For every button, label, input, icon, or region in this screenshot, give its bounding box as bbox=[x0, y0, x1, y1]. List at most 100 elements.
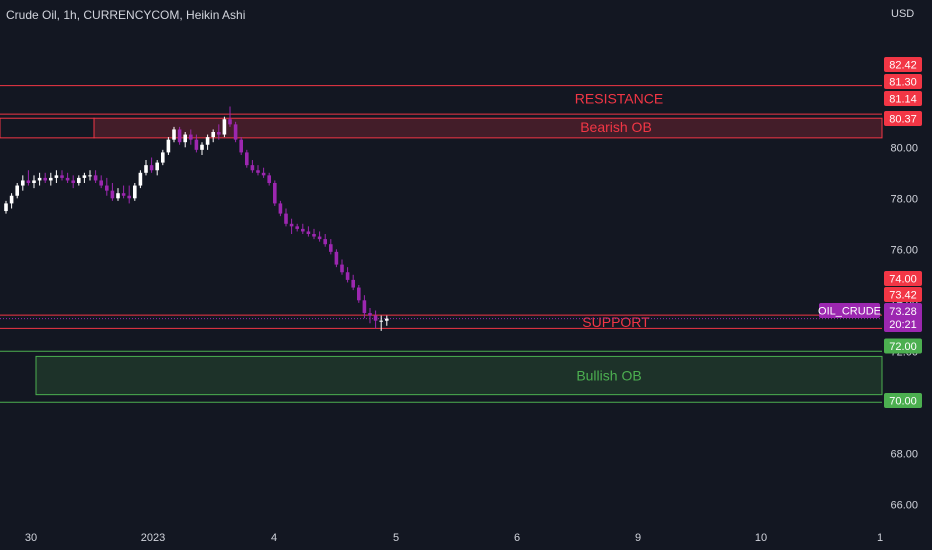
candle-body bbox=[385, 318, 389, 321]
candle-body bbox=[245, 152, 249, 166]
resistance-label: RESISTANCE bbox=[575, 91, 663, 107]
x-tick-label: 2023 bbox=[141, 532, 165, 544]
level-tag-bg bbox=[884, 287, 922, 302]
candle-body bbox=[110, 190, 115, 199]
candle-body bbox=[177, 129, 182, 143]
candle-body bbox=[312, 234, 316, 237]
currency-label: USD bbox=[891, 8, 915, 20]
level-tag-bg bbox=[884, 111, 922, 126]
candle-body bbox=[4, 203, 8, 212]
bullish-ob-label: Bullish OB bbox=[576, 368, 641, 384]
candle-body bbox=[357, 287, 361, 301]
candle-body bbox=[267, 175, 271, 183]
candle-body bbox=[379, 320, 383, 322]
x-tick-label: 4 bbox=[271, 532, 277, 544]
x-tick-label: 10 bbox=[755, 532, 767, 544]
candle-body bbox=[93, 175, 98, 181]
candle-body bbox=[166, 139, 171, 153]
candle-body bbox=[71, 180, 75, 183]
candle-body bbox=[144, 165, 148, 173]
candle-body bbox=[133, 185, 137, 199]
last-price-value: 73.28 bbox=[889, 306, 917, 318]
symbol-badge: OIL_CRUDE bbox=[818, 306, 881, 318]
level-tag: 81.14 bbox=[889, 94, 917, 106]
y-tick-label: 80.00 bbox=[890, 142, 918, 154]
candle-body bbox=[222, 119, 227, 135]
candle-body bbox=[32, 180, 36, 183]
chart-title: Crude Oil, 1h, CURRENCYCOM, Heikin Ashi bbox=[6, 8, 246, 22]
bearish-ob-box bbox=[93, 117, 883, 139]
level-tag-bg bbox=[884, 393, 922, 408]
bullish-ob-box bbox=[35, 355, 883, 396]
candle-body bbox=[121, 193, 126, 196]
level-tag: 82.42 bbox=[889, 60, 917, 72]
level-tag: 72.00 bbox=[889, 341, 917, 353]
candle-body bbox=[323, 239, 327, 245]
y-tick-label: 66.00 bbox=[890, 499, 918, 511]
candle-body bbox=[351, 279, 355, 288]
x-tick-label: 30 bbox=[25, 532, 37, 544]
candle-body bbox=[172, 129, 176, 140]
candle-body bbox=[200, 144, 204, 150]
x-tick-label: 5 bbox=[393, 532, 399, 544]
level-tag-bg bbox=[884, 271, 922, 286]
candle-body bbox=[284, 213, 288, 224]
candle-body bbox=[77, 177, 81, 183]
candle-body bbox=[250, 165, 255, 171]
candle-body bbox=[345, 272, 350, 280]
candle-body bbox=[289, 223, 294, 227]
candle-body bbox=[155, 162, 159, 171]
symbol-badge-bg bbox=[819, 303, 880, 318]
bearish-ob-left-box bbox=[0, 117, 95, 139]
candle-body bbox=[116, 193, 120, 199]
candle-body bbox=[340, 264, 344, 273]
x-tick-label: 9 bbox=[635, 532, 641, 544]
candle-body bbox=[295, 226, 299, 229]
level-tag-bg bbox=[884, 91, 922, 106]
candle-body bbox=[317, 236, 322, 240]
y-tick-label: 78.00 bbox=[890, 193, 918, 205]
candle-body bbox=[15, 185, 19, 196]
last-price-bg bbox=[884, 303, 922, 332]
candle-body bbox=[82, 175, 87, 178]
candle-body bbox=[99, 180, 103, 186]
y-tick-label: 76.00 bbox=[890, 244, 918, 256]
candle-body bbox=[256, 170, 260, 173]
level-tag-bg bbox=[884, 57, 922, 72]
candle-body bbox=[301, 228, 305, 232]
level-tag: 80.37 bbox=[889, 114, 917, 126]
candle-body bbox=[189, 134, 193, 140]
candle-body bbox=[138, 172, 143, 186]
candle-body bbox=[65, 177, 70, 181]
candle-body bbox=[233, 124, 238, 140]
candle-body bbox=[88, 175, 92, 177]
candle-body bbox=[368, 313, 372, 316]
candle-body bbox=[306, 231, 311, 234]
candle-body bbox=[211, 132, 215, 138]
candle-body bbox=[9, 195, 14, 204]
candle-body bbox=[273, 183, 277, 204]
candle-body bbox=[105, 185, 109, 191]
candle-body bbox=[127, 195, 131, 199]
candle-body bbox=[362, 300, 367, 314]
level-tag: 74.00 bbox=[889, 274, 917, 286]
candle-body bbox=[334, 251, 339, 265]
candle-body bbox=[60, 175, 64, 178]
candle-body bbox=[54, 175, 59, 178]
level-tag: 81.30 bbox=[889, 77, 917, 89]
candle-body bbox=[228, 119, 232, 125]
support-label: SUPPORT bbox=[582, 314, 650, 330]
candle-body bbox=[278, 203, 283, 214]
candle-body bbox=[261, 172, 266, 176]
candle-body bbox=[21, 180, 25, 186]
candle-body bbox=[205, 137, 210, 145]
level-tag: 70.00 bbox=[889, 396, 917, 408]
countdown: 20:21 bbox=[889, 319, 917, 331]
bearish-ob-label: Bearish OB bbox=[580, 119, 652, 135]
candle-body bbox=[329, 244, 333, 252]
level-tag-bg bbox=[884, 338, 922, 354]
level-tag-bg bbox=[884, 74, 922, 89]
candle-body bbox=[37, 177, 42, 181]
level-tag: 73.42 bbox=[889, 290, 917, 302]
